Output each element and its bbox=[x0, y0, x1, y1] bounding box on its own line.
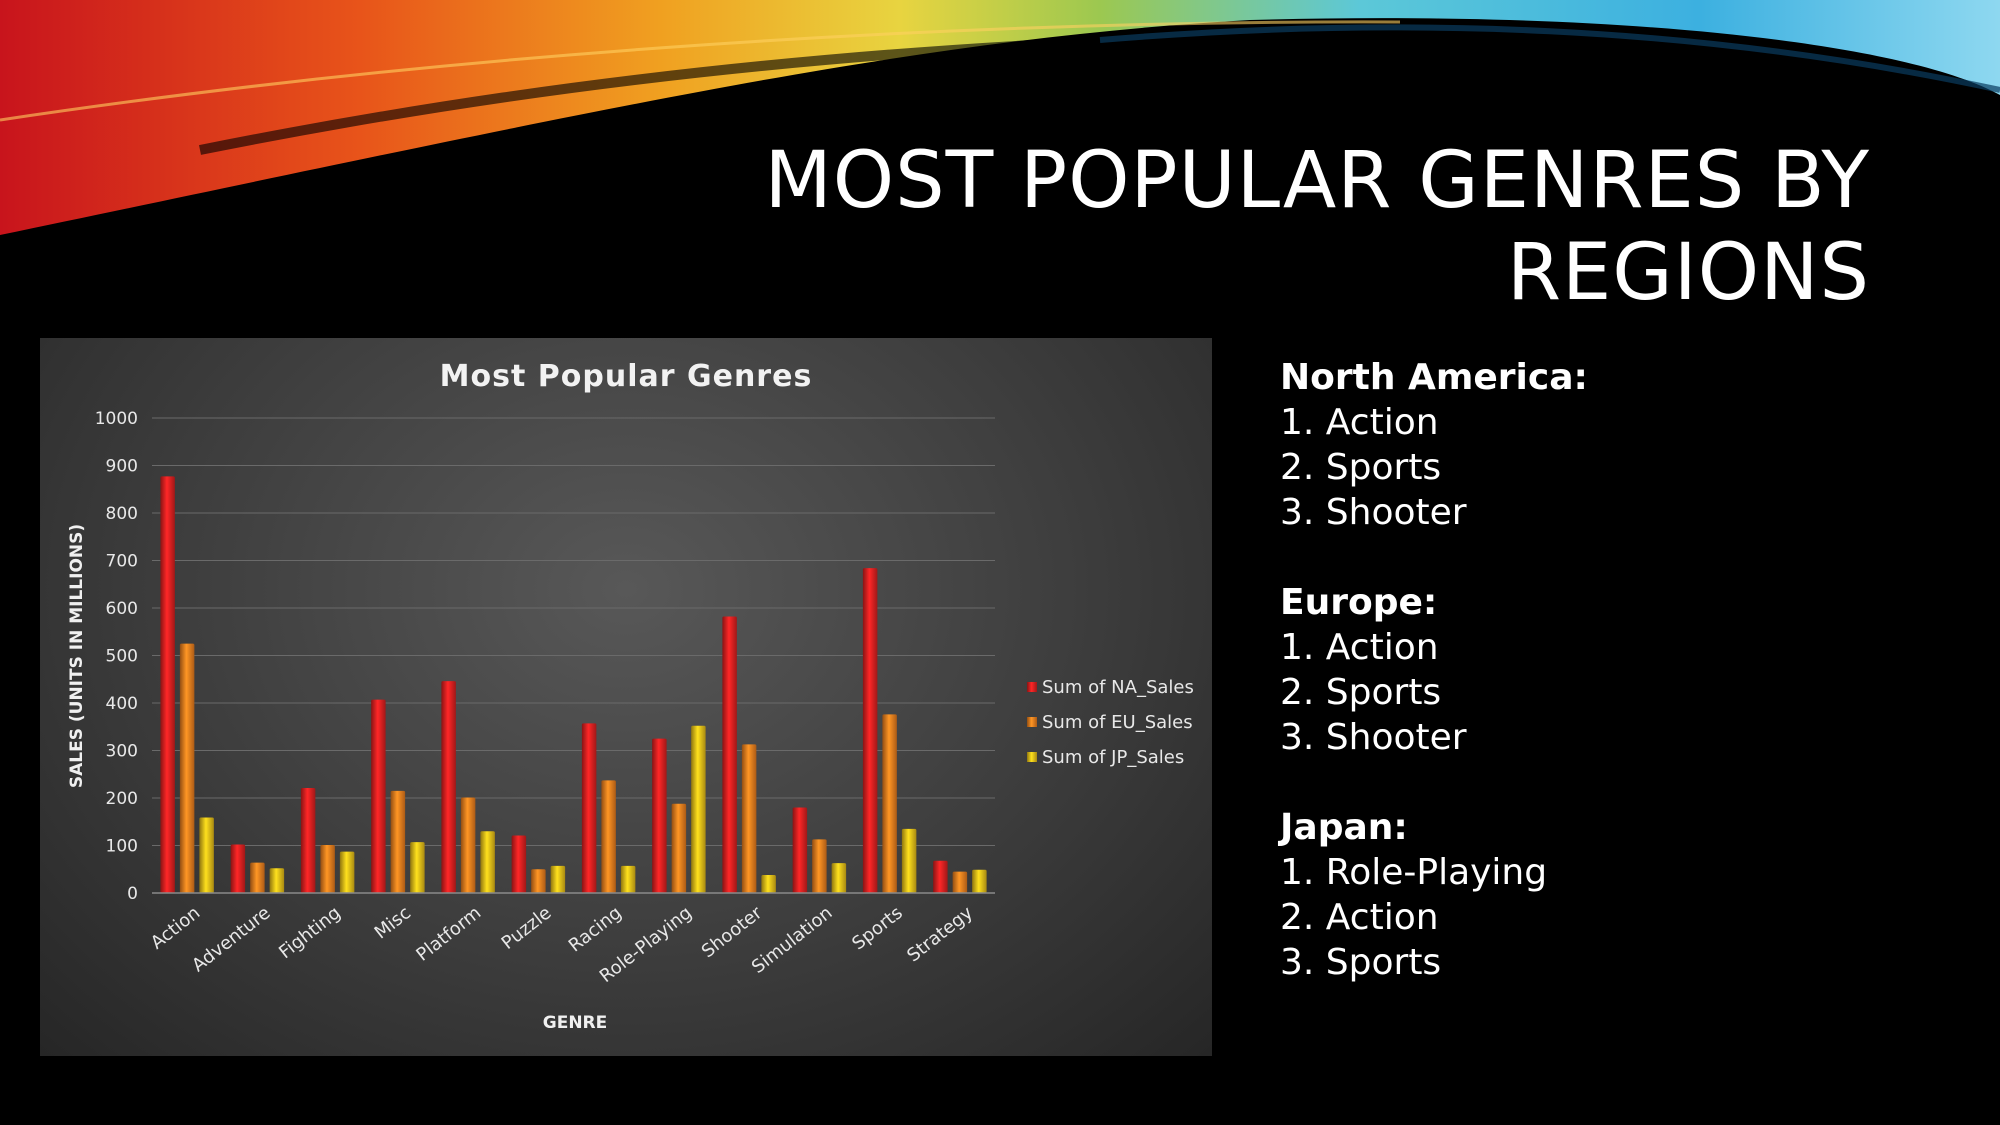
bar-action-series-0 bbox=[160, 476, 175, 893]
legend-swatch bbox=[1027, 682, 1037, 692]
region-name: North America: bbox=[1280, 357, 1588, 398]
y-tick-label: 600 bbox=[106, 599, 138, 619]
y-tick-label: 0 bbox=[127, 884, 138, 904]
x-axis-title: GENRE bbox=[543, 1013, 608, 1033]
bar-strategy-series-0 bbox=[933, 860, 948, 893]
x-category-label: Fighting bbox=[275, 902, 344, 963]
x-category-label: Misc bbox=[371, 902, 415, 943]
region-rank-item: 3. Shooter bbox=[1280, 717, 1467, 758]
bar-sports-series-1 bbox=[882, 714, 897, 893]
region-rank-item: 1. Role-Playing bbox=[1280, 852, 1548, 893]
bar-adventure-series-1 bbox=[250, 862, 265, 893]
x-category-label: Adventure bbox=[188, 902, 274, 976]
bar-sports-series-2 bbox=[901, 828, 917, 893]
region-name: Europe: bbox=[1280, 582, 1438, 623]
region-rank-item: 2. Action bbox=[1280, 897, 1439, 938]
bar-chart: Most Popular Genres 0 100 200 300 400 500 600 70… bbox=[67, 359, 1194, 1033]
bar-strategy-series-1 bbox=[952, 871, 968, 893]
chart-panel: Most Popular Genres 0 100 200 300 400 500 600 70… bbox=[40, 338, 1212, 1056]
x-category-label: Strategy bbox=[903, 902, 977, 966]
region-rank-item: 3. Sports bbox=[1280, 942, 1442, 983]
y-tick-label: 800 bbox=[106, 504, 138, 524]
bar-shooter-series-1 bbox=[741, 744, 757, 893]
y-tick-label: 500 bbox=[106, 647, 138, 667]
y-tick-label: 300 bbox=[106, 742, 138, 762]
bar-strategy-series-2 bbox=[972, 869, 987, 893]
bar-role-playing-series-1 bbox=[671, 803, 687, 893]
x-category-label: Sports bbox=[848, 902, 906, 954]
slide-title-line1: MOST POPULAR GENRES BY bbox=[764, 136, 1870, 226]
y-tick-label: 200 bbox=[106, 789, 138, 809]
bar-action-series-1 bbox=[179, 643, 195, 893]
bar-action-series-2 bbox=[199, 817, 214, 893]
bar-shooter-series-2 bbox=[761, 874, 776, 893]
slide-title: MOST POPULAR GENRES BY REGIONS bbox=[620, 135, 1870, 319]
legend-swatch bbox=[1027, 717, 1037, 727]
slide-title-line2: REGIONS bbox=[1506, 228, 1870, 318]
y-axis-title: SALES (UNITS IN MILLIONS) bbox=[67, 524, 87, 788]
bar-platform-series-0 bbox=[441, 681, 456, 893]
bar-platform-series-2 bbox=[480, 831, 495, 893]
legend-swatch bbox=[1027, 752, 1037, 762]
y-tick-label: 700 bbox=[106, 552, 138, 572]
chart-title: Most Popular Genres bbox=[440, 359, 813, 394]
region-rank-item: 2. Sports bbox=[1280, 447, 1442, 488]
y-tick-label: 1000 bbox=[95, 409, 138, 429]
bar-racing-series-2 bbox=[620, 865, 636, 893]
bar-role-playing-series-0 bbox=[652, 738, 667, 893]
bar-puzzle-series-2 bbox=[550, 865, 566, 893]
region-block-europe: Europe: 1. Action 2. Sports 3. Shooter bbox=[1280, 580, 1920, 760]
bar-shooter-series-0 bbox=[722, 616, 737, 893]
y-tick-label: 900 bbox=[106, 457, 138, 477]
region-rank-item: 2. Sports bbox=[1280, 672, 1442, 713]
x-category-label: Racing bbox=[565, 902, 626, 956]
x-category-label: Puzzle bbox=[498, 902, 556, 954]
y-tick-label: 400 bbox=[106, 694, 138, 714]
region-rankings: North America: 1. Action 2. Sports 3. Sh… bbox=[1280, 355, 1920, 1030]
bar-misc-series-0 bbox=[371, 699, 386, 893]
x-category-label: Shooter bbox=[698, 902, 767, 962]
y-tick-label: 100 bbox=[106, 837, 138, 857]
decorative-swoosh bbox=[0, 0, 2000, 235]
region-rank-item: 1. Action bbox=[1280, 627, 1439, 668]
region-block-north-america: North America: 1. Action 2. Sports 3. Sh… bbox=[1280, 355, 1920, 535]
bar-simulation-series-1 bbox=[812, 839, 827, 893]
bar-platform-series-1 bbox=[460, 797, 476, 893]
bar-sports-series-0 bbox=[862, 568, 878, 893]
bar-misc-series-1 bbox=[390, 790, 406, 893]
region-rank-item: 3. Shooter bbox=[1280, 492, 1467, 533]
bar-misc-series-2 bbox=[410, 842, 425, 893]
bar-adventure-series-0 bbox=[230, 844, 246, 893]
legend-label: Sum of NA_Sales bbox=[1042, 677, 1194, 698]
bar-simulation-series-0 bbox=[792, 807, 808, 893]
bar-simulation-series-2 bbox=[831, 863, 847, 893]
region-name: Japan: bbox=[1280, 807, 1408, 848]
x-category-label: Action bbox=[147, 902, 204, 953]
legend-label: Sum of JP_Sales bbox=[1042, 747, 1184, 768]
bar-fighting-series-1 bbox=[320, 845, 335, 893]
bar-puzzle-series-1 bbox=[531, 869, 546, 893]
bar-fighting-series-0 bbox=[300, 788, 316, 893]
bar-fighting-series-2 bbox=[339, 851, 355, 893]
legend-label: Sum of EU_Sales bbox=[1042, 712, 1193, 733]
bar-racing-series-1 bbox=[601, 780, 616, 893]
x-category-label: Platform bbox=[412, 902, 485, 965]
bar-role-playing-series-2 bbox=[691, 725, 706, 893]
region-rank-item: 1. Action bbox=[1280, 402, 1439, 443]
bar-adventure-series-2 bbox=[269, 868, 285, 893]
region-block-japan: Japan: 1. Role-Playing 2. Action 3. Spor… bbox=[1280, 805, 1920, 985]
bar-puzzle-series-0 bbox=[511, 835, 527, 893]
bar-racing-series-0 bbox=[581, 723, 597, 893]
